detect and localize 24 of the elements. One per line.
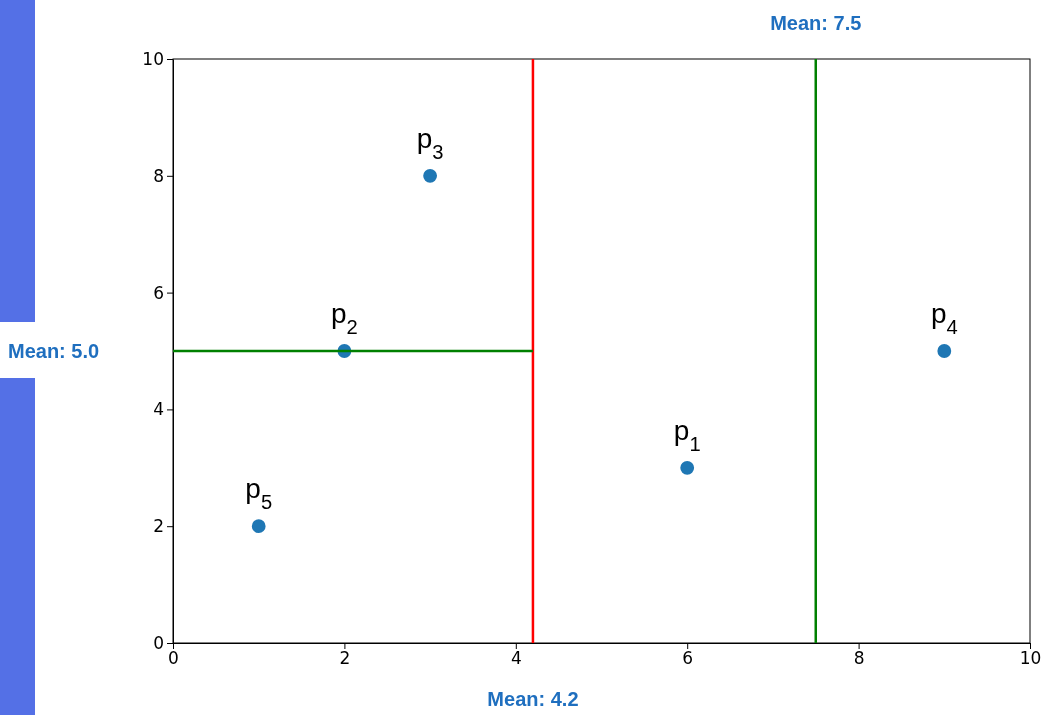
- x-tick-label: 2: [339, 648, 351, 669]
- y-tick-label: 6: [153, 282, 164, 303]
- annotation: p$_{4}$: [930, 298, 958, 338]
- point: [423, 168, 438, 183]
- text: Mean: 5.0: [8, 340, 100, 362]
- ref-line-label: Mean: 7.5: [770, 12, 862, 34]
- ref-line-label: Mean: 4.2: [487, 688, 579, 710]
- y-tick-label: 2: [153, 516, 164, 537]
- y-tick-label: 8: [153, 165, 164, 186]
- point: [937, 344, 952, 358]
- annotation: p$_{2}$: [331, 298, 358, 338]
- y-tick-label: 10: [142, 48, 164, 69]
- annotation: p$_{1}$: [673, 414, 701, 455]
- x-tick-label: 6: [682, 648, 694, 669]
- x-tick-label: 0: [168, 648, 179, 669]
- y-tick-label: 0: [153, 632, 164, 653]
- annotation: p$_{5}$: [245, 473, 273, 514]
- y-tick-label: 4: [153, 399, 164, 420]
- x-tick-label: 4: [510, 648, 522, 669]
- annotation: p$_{3}$: [416, 122, 444, 163]
- x-tick-label: 8: [853, 648, 865, 669]
- point: [680, 460, 695, 475]
- point: [251, 519, 266, 534]
- x-tick-label: 10: [1019, 648, 1042, 669]
